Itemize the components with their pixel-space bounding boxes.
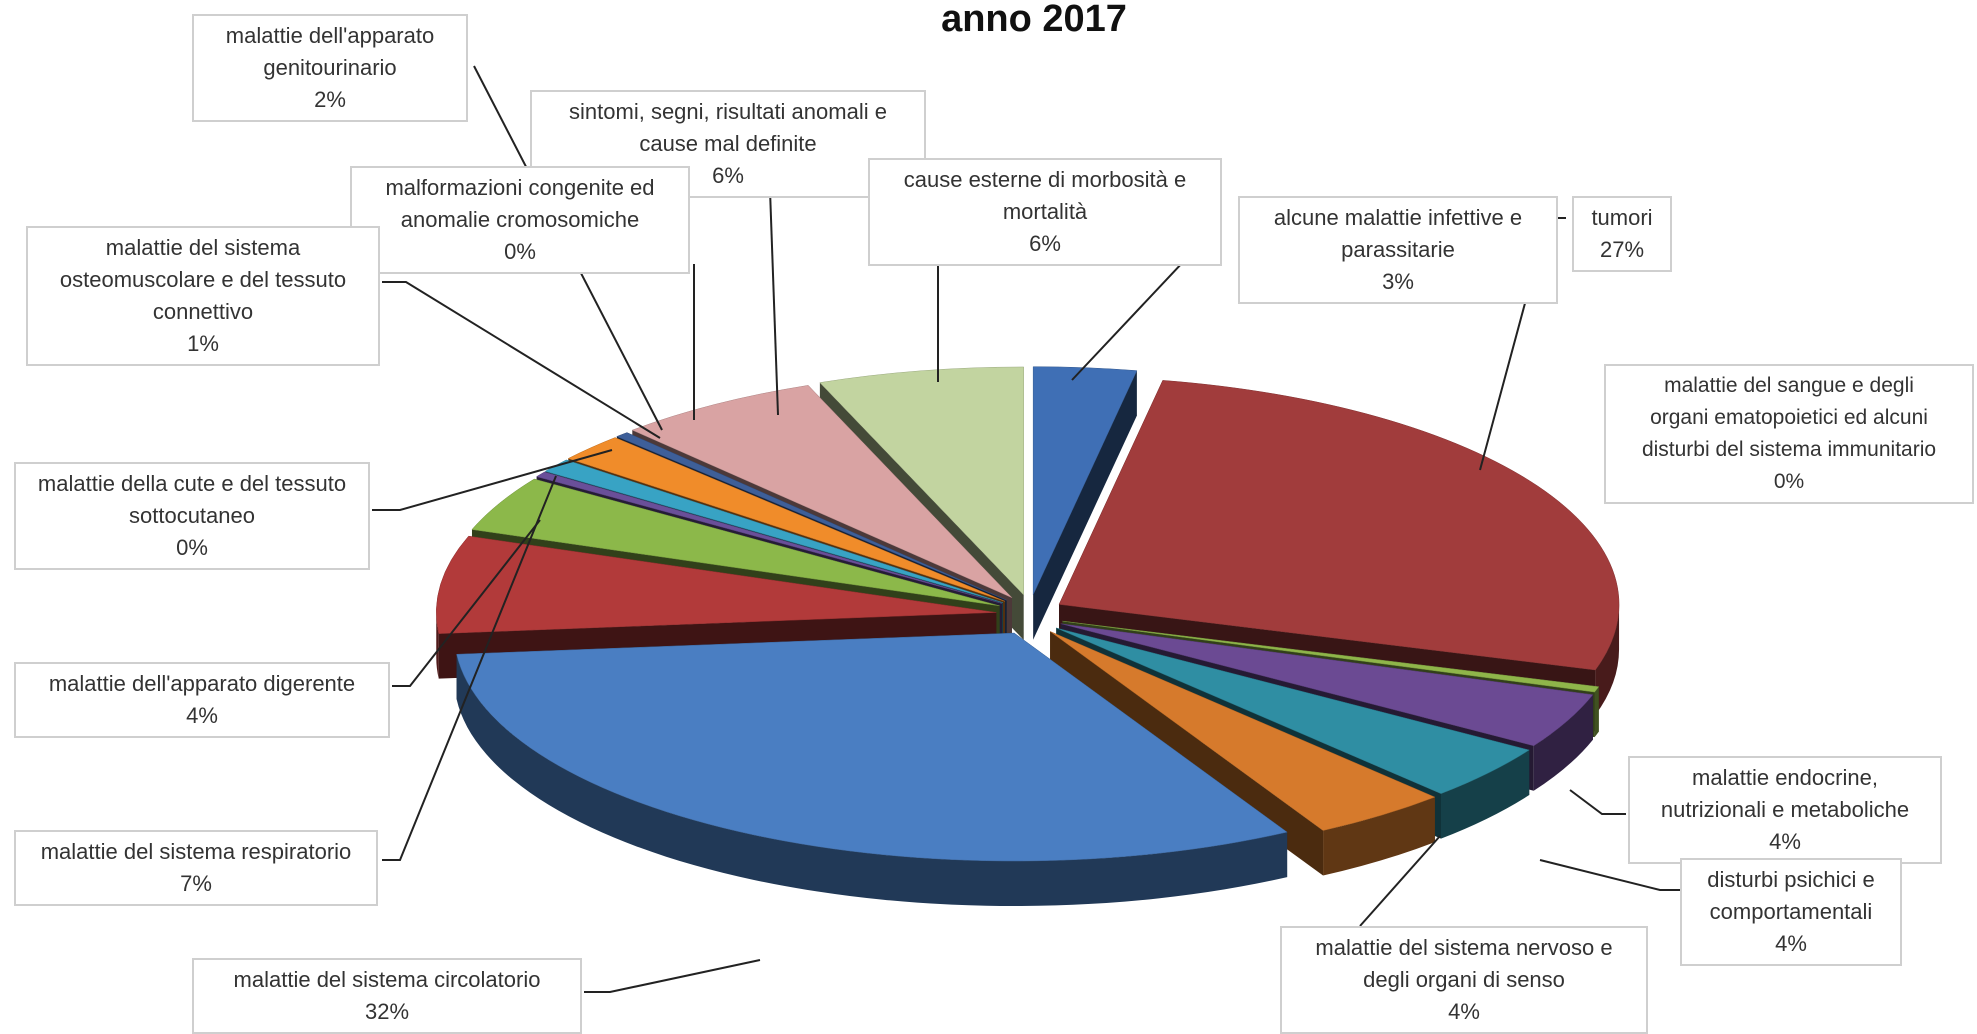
slice-side-malattie-del-sistema-nervoso-e-degli-organi-di-senso-outer-0 [1323,797,1435,876]
label-digerente: malattie dell'apparato digerente 4% [14,662,390,738]
label-endocrine: malattie endocrine, nutrizionali e metabo… [1628,756,1942,864]
slice-side-malattie-del-sistema-circolatorio-outer-0 [456,654,1288,907]
leader-line-10 [1539,859,1680,891]
leader-line-12 [584,959,761,993]
leader-line-9 [1569,789,1626,815]
slice-side-alcune-malattie-infettive-e-parassitarie-wall-end [1033,370,1137,640]
label-malformazioni: malformazioni congenite ed anomalie cromo… [350,166,690,274]
slice-side-malattie-endocrine-nutrizionali-e-metaboliche-outer-0 [1533,694,1593,791]
slice-malattie-del-sistema-respiratorio [436,535,997,634]
label-genitourinario: malattie dell'apparato genitourinario 2% [192,14,468,122]
label-nervoso: malattie del sistema nervoso e degli orga… [1280,926,1648,1034]
label-osteomuscolare: malattie del sistema osteomuscolare e del… [26,226,380,366]
slice-malattie-dell-apparato-genitourinario [567,437,1005,602]
label-cute: malattie della cute e del tessuto sottocu… [14,462,370,570]
slice-malformazioni-congenite-ed-anomalie-cromosomiche [616,432,1007,601]
pie-tops [436,366,1620,862]
slice-side-malattie-del-sangue-e-degli-organi-ematopoietici-ed-alcuni-disturbi-del-sistema-immunitario-outer-0 [1594,686,1599,738]
label-sangue: malattie del sangue e degli organi ematop… [1604,364,1974,504]
chart-title: anno 2017 [941,0,1127,40]
slice-malattie-della-cute-e-del-tessuto-sottocutaneo [535,471,1003,604]
label-respiratorio: malattie del sistema respiratorio 7% [14,830,378,906]
leader-line-8 [392,519,541,687]
label-psichici: disturbi psichici e comportamentali 4% [1680,858,1902,966]
slice-side-disturbi-psichici-e-comportamentali-outer-0 [1441,750,1530,839]
slice-sintomi-segni-risultati-anomali-e-cause-mal-definite [631,385,1013,598]
label-infettive: alcune malattie infettive e parassitarie 3… [1238,196,1558,304]
leader-line-7 [372,449,613,511]
label-circolatorio: malattie del sistema circolatorio 32% [192,958,582,1034]
slice-side-tumori-outer-0 [1595,604,1620,715]
slice-malattie-dell-apparato-digerente [471,478,1000,607]
leader-line-1 [769,189,779,416]
slice-side-malattie-del-sistema-respiratorio-outer-0 [436,612,439,679]
slice-disturbi-psichici-e-comportamentali [1056,627,1530,794]
label-tumori: tumori 27% [1572,196,1672,272]
slice-malattie-del-sistema-circolatorio [456,632,1288,862]
slice-alcune-malattie-infettive-e-parassitarie [1032,366,1138,595]
slice-malattie-del-sangue-e-degli-organi-ematopoietici-ed-alcuni-disturbi-del-sistema-immunitario [1062,620,1600,693]
slice-malattie-endocrine-nutrizionali-e-metaboliche [1060,623,1594,747]
leader-line-13 [1359,835,1441,927]
label-cause-esterne: cause esterne di morbosità e mortalità 6% [868,158,1222,266]
leader-line-6 [382,281,661,439]
slice-malattie-del-sistema-nervoso-e-degli-organi-di-senso [1049,631,1436,831]
slice-cause-esterne-di-morbosit-e-mortalit [819,366,1024,596]
slice-tumori [1058,380,1620,671]
leader-line-11 [382,475,557,861]
